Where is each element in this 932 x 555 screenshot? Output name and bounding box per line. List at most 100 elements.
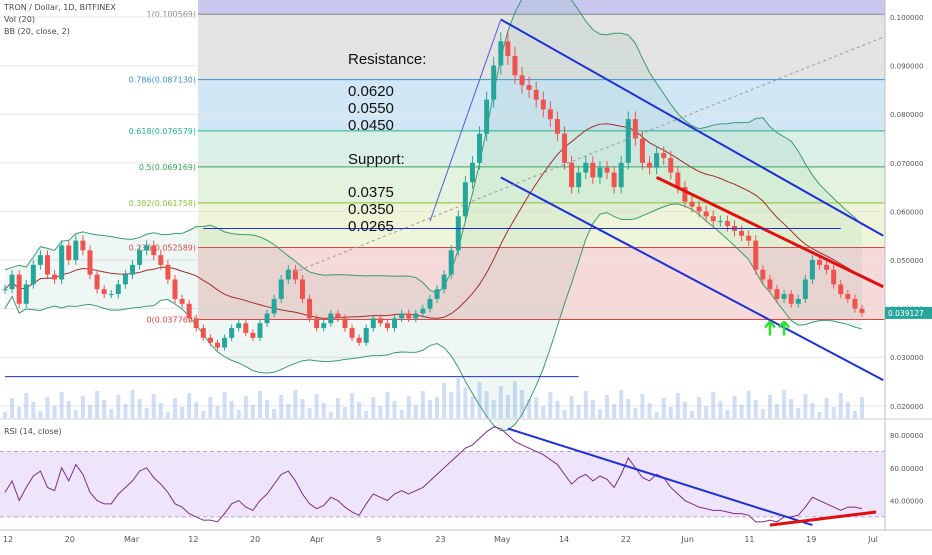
rsi-red-line	[769, 510, 877, 527]
candle-body	[37, 255, 43, 265]
volume-bar	[789, 399, 794, 418]
x-tick-label: Jun	[680, 535, 694, 544]
candle-body	[689, 201, 695, 207]
candle-body	[356, 337, 362, 343]
x-tick-label: 11	[744, 535, 754, 544]
candle-body	[16, 274, 22, 304]
candle-body	[23, 284, 29, 304]
candle-body	[774, 289, 780, 299]
bb-fill	[5, 0, 862, 431]
candle-body	[87, 250, 93, 275]
candle-body	[795, 298, 801, 304]
candle-body	[44, 255, 50, 275]
volume-bar	[123, 404, 128, 418]
candle-body	[817, 260, 823, 265]
volume-bar	[130, 390, 135, 418]
candle-body	[491, 65, 497, 100]
candle-body	[384, 323, 390, 329]
candle-body	[108, 294, 114, 296]
volume-bar	[371, 397, 376, 418]
volume-bar	[845, 402, 850, 418]
bb-indicator-label: BB (20, close, 2)	[4, 27, 70, 36]
candle-body	[172, 279, 178, 299]
volume-bar	[335, 398, 340, 418]
candle-body	[540, 99, 546, 110]
candle-body	[200, 328, 206, 338]
volume-bar	[243, 396, 248, 418]
candle-body	[292, 269, 298, 280]
volume-bar	[824, 398, 829, 418]
candle-body	[484, 99, 490, 134]
volume-bar	[626, 399, 631, 418]
candle-body	[590, 162, 596, 178]
support-title: Support:	[348, 151, 405, 168]
volume-bar	[647, 403, 652, 418]
volume-bar	[831, 407, 836, 418]
support-level: 0.0265	[348, 218, 394, 235]
volume-bar	[817, 412, 822, 418]
candle-body	[533, 89, 539, 100]
candle-body	[746, 235, 752, 241]
volume-bar	[413, 405, 418, 418]
candle-body	[413, 313, 419, 319]
volume-bar	[435, 397, 440, 418]
lower-channel-line	[500, 176, 884, 381]
candle-body	[654, 153, 660, 168]
candle-body	[696, 206, 702, 212]
candle-body	[94, 274, 100, 290]
volume-bar	[775, 404, 780, 418]
candle-body	[767, 279, 773, 290]
candle-body	[193, 318, 199, 329]
candle-body	[278, 279, 284, 299]
volume-bar	[838, 393, 843, 418]
x-tick-label: 14	[559, 535, 569, 544]
x-tick-label: 23	[435, 535, 445, 544]
y-tick-label: 0.080000	[890, 111, 923, 119]
candle-body	[441, 274, 447, 290]
volume-bar	[165, 412, 170, 418]
candle-body	[264, 313, 270, 324]
volume-bars	[3, 378, 864, 418]
volume-bar	[17, 407, 22, 418]
volume-bar	[682, 402, 687, 418]
candle-body	[151, 245, 157, 256]
volume-bar	[576, 405, 581, 418]
fib-label: 0.382(0.061758)	[129, 199, 196, 208]
volume-bar	[194, 402, 199, 418]
volume-bar	[470, 396, 475, 418]
volume-bar	[555, 401, 560, 418]
volume-bar	[392, 401, 397, 418]
volume-bar	[52, 406, 57, 418]
volume-bar	[484, 391, 489, 418]
y-tick-label: 0.100000	[890, 14, 923, 22]
candle-body	[710, 216, 716, 222]
candle-body	[583, 162, 589, 173]
candle-body	[307, 298, 313, 319]
green-arrow-icon	[778, 320, 791, 336]
fib-label: 0(0.037769)	[146, 315, 196, 324]
candle-body	[2, 289, 8, 291]
volume-bar	[293, 390, 298, 418]
resistance-level: 0.0450	[348, 117, 394, 134]
y-tick-label: 0.060000	[890, 208, 923, 216]
candle-body	[724, 221, 730, 227]
candle-body	[328, 313, 334, 324]
volume-bar	[364, 411, 369, 418]
volume-bar	[548, 392, 553, 418]
candle-body	[824, 264, 830, 270]
bb-basis-line	[4, 123, 863, 319]
volume-bar	[10, 398, 15, 418]
volume-bar	[534, 397, 539, 418]
volume-bar	[80, 396, 85, 418]
volume-bar	[718, 401, 723, 418]
volume-bar	[520, 390, 525, 418]
candle-body	[9, 274, 15, 290]
rsi-trend-line	[507, 427, 813, 527]
volume-bar	[619, 390, 624, 418]
candle-body	[717, 221, 723, 223]
candle-body	[222, 337, 228, 348]
candle-body	[739, 230, 745, 236]
candle-body	[547, 109, 553, 120]
